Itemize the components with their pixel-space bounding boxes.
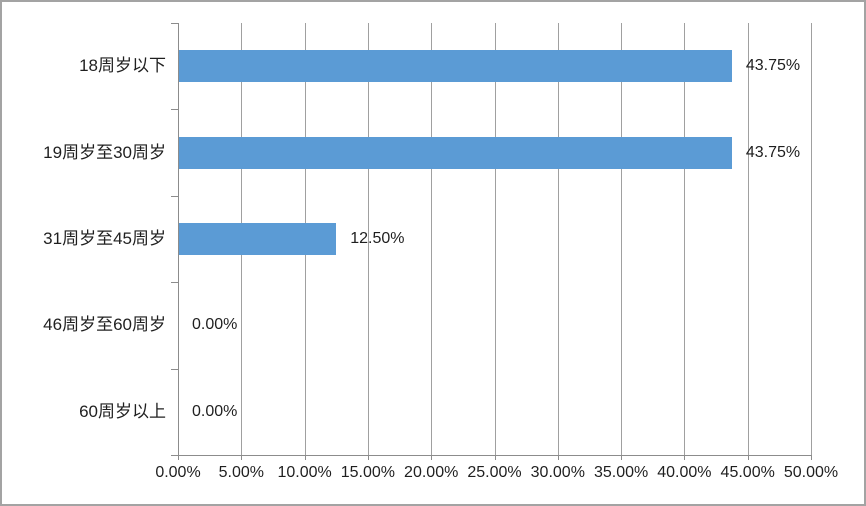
x-axis-tick	[557, 455, 559, 460]
category-label: 31周岁至45周岁	[43, 229, 166, 248]
bar	[179, 50, 732, 83]
y-axis-tick	[171, 23, 178, 24]
bar-value-label: 0.00%	[192, 316, 238, 334]
gridline	[557, 23, 559, 455]
x-axis-tick-label: 0.00%	[155, 464, 201, 481]
gridline	[811, 23, 812, 455]
bar	[179, 223, 337, 255]
x-axis-tick-label: 20.00%	[404, 464, 459, 481]
bar	[179, 136, 732, 169]
y-axis-tick	[171, 109, 178, 111]
gridline	[431, 23, 433, 455]
x-axis-tick-label: 25.00%	[467, 464, 522, 481]
category-label: 60周岁以上	[79, 401, 166, 421]
y-axis-tick	[171, 282, 178, 284]
gridline	[367, 23, 369, 455]
x-axis-tick	[747, 455, 749, 460]
gridline	[747, 23, 749, 455]
x-axis-tick	[684, 455, 686, 460]
bar-value-label: 12.50%	[350, 230, 405, 247]
bar-value-label: 43.75%	[745, 143, 801, 161]
category-label: 19周岁至30周岁	[43, 142, 166, 162]
x-axis-tick-label: 5.00%	[218, 464, 264, 481]
x-axis-tick	[367, 455, 369, 460]
gridline	[494, 23, 496, 455]
x-axis-tick	[494, 455, 496, 460]
x-axis-tick-label: 30.00%	[530, 464, 585, 481]
x-axis-tick	[431, 455, 433, 460]
category-label: 46周岁至60周岁	[43, 315, 166, 335]
x-axis-tick-label: 45.00%	[720, 464, 775, 481]
bar-value-label: 0.00%	[192, 402, 238, 420]
x-axis-tick	[621, 455, 623, 460]
x-axis-tick-label: 50.00%	[783, 464, 839, 481]
x-axis-tick-label: 40.00%	[657, 464, 712, 481]
x-axis-tick	[241, 455, 243, 460]
x-axis-tick-label: 15.00%	[340, 464, 396, 481]
x-axis-tick-label: 10.00%	[277, 464, 332, 481]
gridline	[684, 23, 686, 455]
bar-value-label: 43.75%	[745, 57, 801, 75]
y-axis-tick	[171, 455, 178, 456]
category-label: 18周岁以下	[79, 56, 166, 76]
y-axis-tick	[171, 195, 178, 197]
x-axis-tick	[178, 455, 179, 460]
x-axis-tick	[304, 455, 306, 460]
gridline	[621, 23, 623, 455]
x-axis-tick	[811, 455, 812, 460]
y-axis-tick	[171, 368, 178, 370]
x-axis-tick-label: 35.00%	[593, 464, 649, 481]
y-axis-line	[178, 23, 179, 455]
